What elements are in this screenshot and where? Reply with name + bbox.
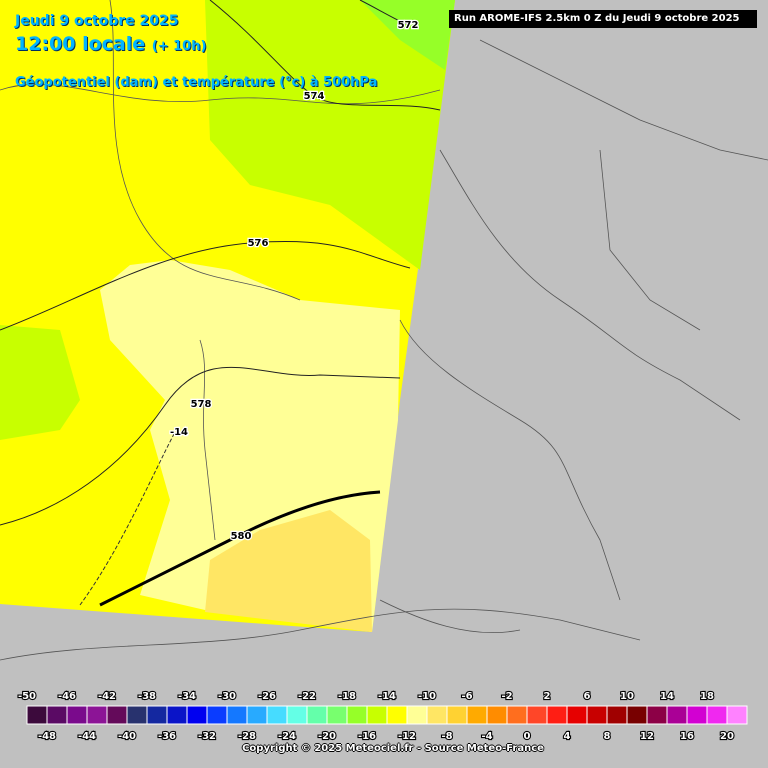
color-swatch bbox=[506, 705, 528, 725]
time: 12:00 locale (+ 10h) bbox=[15, 33, 206, 55]
color-swatch bbox=[206, 705, 228, 725]
color-swatch bbox=[386, 705, 408, 725]
color-swatch bbox=[126, 705, 148, 725]
color-swatch bbox=[646, 705, 668, 725]
contour-label: 572 bbox=[398, 20, 419, 31]
scale-label: -30 bbox=[218, 691, 236, 702]
contour-label: 576 bbox=[248, 238, 269, 249]
color-swatch bbox=[366, 705, 388, 725]
contour-label: -14 bbox=[170, 427, 188, 438]
color-swatch bbox=[626, 705, 648, 725]
scale-label: -36 bbox=[158, 731, 176, 742]
scale-label: -28 bbox=[238, 731, 256, 742]
color-swatch bbox=[466, 705, 488, 725]
scale-label: -14 bbox=[378, 691, 396, 702]
color-swatch bbox=[446, 705, 468, 725]
date: Jeudi 9 octobre 2025 bbox=[15, 13, 179, 29]
green-field-2 bbox=[360, 0, 455, 70]
scale-label: 0 bbox=[524, 731, 531, 742]
scale-label: -22 bbox=[298, 691, 316, 702]
scale-label: -20 bbox=[318, 731, 336, 742]
scale-label: 16 bbox=[680, 731, 694, 742]
scale-label: 8 bbox=[604, 731, 611, 742]
scale-label: 20 bbox=[720, 731, 734, 742]
contour-580 bbox=[99, 490, 381, 607]
contour-576 bbox=[0, 240, 411, 331]
scale-label: -38 bbox=[138, 691, 156, 702]
scale-label: 18 bbox=[700, 691, 714, 702]
variable: Géopotentiel (dam) et température (°c) à… bbox=[15, 75, 378, 90]
scale-label: -16 bbox=[358, 731, 376, 742]
offset: (+ 10h) bbox=[151, 39, 207, 54]
color-swatch bbox=[686, 705, 708, 725]
orange-field bbox=[205, 510, 372, 632]
scale-label: -32 bbox=[198, 731, 216, 742]
color-swatch bbox=[486, 705, 508, 725]
contour-label: 580 bbox=[231, 531, 252, 542]
borders bbox=[0, 0, 768, 661]
scale-label: -8 bbox=[441, 731, 452, 742]
color-swatch bbox=[346, 705, 368, 725]
scale-label: 10 bbox=[620, 691, 634, 702]
contour-574 bbox=[209, 0, 441, 111]
color-swatch bbox=[186, 705, 208, 725]
contour-label: 578 bbox=[191, 399, 212, 410]
scale-label: 2 bbox=[544, 691, 551, 702]
contour-578 bbox=[0, 366, 401, 526]
color-swatch bbox=[166, 705, 188, 725]
color-swatch bbox=[26, 705, 48, 725]
contour-label: 574 bbox=[304, 91, 325, 102]
color-swatch bbox=[106, 705, 128, 725]
scale-label: 4 bbox=[564, 731, 571, 742]
scale-label: 14 bbox=[660, 691, 674, 702]
run-info: Run AROME-IFS 2.5km 0 Z du Jeudi 9 octob… bbox=[449, 10, 757, 28]
scale-label: -12 bbox=[398, 731, 416, 742]
color-swatch bbox=[46, 705, 68, 725]
color-swatch bbox=[566, 705, 588, 725]
scale-label: -2 bbox=[501, 691, 512, 702]
time-text: 12:00 locale bbox=[15, 33, 146, 55]
color-swatch bbox=[666, 705, 688, 725]
footer: Copyright © 2025 Meteociel.fr - Source M… bbox=[242, 743, 544, 754]
color-swatch bbox=[286, 705, 308, 725]
green-field bbox=[205, 0, 455, 270]
scale-label: -4 bbox=[481, 731, 492, 742]
color-swatch bbox=[246, 705, 268, 725]
scale-label: -6 bbox=[461, 691, 472, 702]
scale-label: -24 bbox=[278, 731, 296, 742]
color-swatch bbox=[706, 705, 728, 725]
scale-label: -18 bbox=[338, 691, 356, 702]
color-swatch bbox=[326, 705, 348, 725]
color-legend: -50-48-46-44-42-40-38-36-34-32-30-28-26-… bbox=[17, 690, 748, 743]
color-swatch bbox=[526, 705, 548, 725]
color-swatch bbox=[726, 705, 748, 725]
color-swatch bbox=[66, 705, 88, 725]
isotherm-14 bbox=[79, 431, 176, 606]
color-swatch bbox=[606, 705, 628, 725]
color-swatch bbox=[266, 705, 288, 725]
scale-label: -42 bbox=[98, 691, 116, 702]
color-swatch bbox=[306, 705, 328, 725]
scale-label: -46 bbox=[58, 691, 76, 702]
scale-label: 6 bbox=[584, 691, 591, 702]
color-swatch bbox=[546, 705, 568, 725]
scale-label: -44 bbox=[78, 731, 96, 742]
green-field-3 bbox=[0, 325, 80, 440]
scale-label: -40 bbox=[118, 731, 136, 742]
color-swatch bbox=[586, 705, 608, 725]
scale-label: -50 bbox=[18, 691, 36, 702]
color-swatch bbox=[86, 705, 108, 725]
scale-label: -26 bbox=[258, 691, 276, 702]
scale-label: -10 bbox=[418, 691, 436, 702]
color-swatch bbox=[146, 705, 168, 725]
contour-572 bbox=[359, 0, 411, 26]
color-swatch bbox=[406, 705, 428, 725]
color-swatch bbox=[426, 705, 448, 725]
color-swatch bbox=[226, 705, 248, 725]
scale-label: -48 bbox=[38, 731, 56, 742]
scale-label: 12 bbox=[640, 731, 654, 742]
scale-label: -34 bbox=[178, 691, 196, 702]
